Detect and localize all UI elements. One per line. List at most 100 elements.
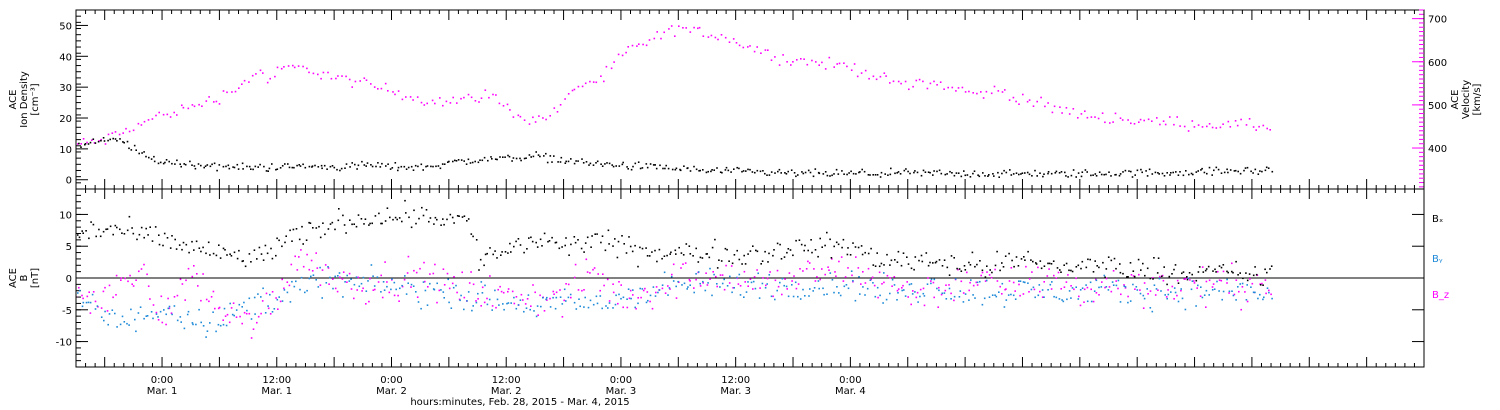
- data-point: [1191, 273, 1193, 276]
- data-point: [293, 285, 296, 288]
- data-point: [397, 294, 399, 297]
- data-point: [756, 269, 758, 271]
- data-point: [442, 104, 444, 107]
- data-point: [602, 273, 604, 275]
- data-point: [1146, 267, 1149, 270]
- data-point: [800, 58, 802, 60]
- data-point: [754, 287, 757, 290]
- data-point: [998, 176, 1000, 178]
- data-point: [123, 321, 126, 323]
- data-point: [321, 167, 323, 170]
- data-point: [742, 46, 745, 49]
- data-point: [570, 158, 572, 160]
- data-point: [447, 161, 449, 163]
- data-point: [463, 96, 465, 99]
- data-point: [289, 229, 291, 232]
- data-point: [705, 171, 708, 174]
- data-point: [883, 281, 885, 284]
- data-point: [515, 157, 518, 160]
- data-point: [818, 287, 820, 290]
- data-point: [107, 139, 109, 142]
- data-point: [248, 165, 251, 168]
- data-point: [849, 254, 852, 256]
- data-point: [939, 81, 942, 83]
- data-point: [907, 263, 910, 265]
- data-point: [248, 297, 251, 300]
- data-point: [155, 114, 157, 117]
- data-point: [603, 80, 605, 83]
- data-point: [200, 164, 202, 167]
- data-point: [346, 274, 348, 277]
- data-point: [657, 291, 659, 294]
- data-point: [241, 162, 244, 165]
- data-point: [539, 238, 542, 241]
- data-point: [1110, 259, 1113, 262]
- data-point: [460, 97, 462, 100]
- data-point: [405, 168, 408, 170]
- data-point: [617, 302, 619, 305]
- data-point: [1013, 265, 1015, 268]
- data-point: [597, 273, 599, 275]
- data-point: [834, 271, 836, 273]
- data-point: [377, 162, 379, 164]
- data-point: [651, 251, 653, 253]
- data-point: [1254, 168, 1257, 171]
- data-point: [705, 253, 708, 255]
- data-point: [693, 287, 695, 289]
- data-point: [292, 228, 295, 231]
- data-point: [1060, 171, 1063, 173]
- data-point: [1139, 292, 1142, 295]
- data-point: [1015, 256, 1018, 258]
- data-point: [114, 131, 117, 133]
- data-point: [343, 224, 346, 226]
- data-point: [827, 266, 829, 268]
- data-point: [1105, 173, 1107, 176]
- data-point: [586, 236, 589, 239]
- data-point: [1024, 259, 1026, 261]
- data-point: [1098, 294, 1100, 296]
- data-point: [1172, 171, 1174, 174]
- data-point: [150, 158, 153, 160]
- data-point: [1104, 286, 1106, 289]
- data-point: [1122, 272, 1124, 275]
- data-point: [759, 287, 761, 289]
- data-point: [1121, 119, 1124, 121]
- data-point: [872, 75, 875, 78]
- data-point: [1031, 271, 1033, 273]
- data-point: [365, 290, 368, 292]
- data-point: [82, 138, 85, 140]
- data-point: [210, 296, 213, 298]
- data-point: [308, 277, 311, 280]
- data-point: [1151, 277, 1154, 279]
- data-point: [1268, 289, 1270, 292]
- data-point: [202, 325, 205, 327]
- data-point: [222, 247, 225, 250]
- data-point: [847, 287, 850, 290]
- data-point: [1021, 172, 1024, 174]
- data-point: [1050, 172, 1053, 175]
- data-point: [1053, 295, 1055, 298]
- data-point: [905, 168, 907, 170]
- data-point: [381, 222, 383, 225]
- data-point: [1143, 119, 1145, 122]
- data-point: [109, 225, 112, 228]
- data-point: [1195, 171, 1198, 173]
- data-point: [1075, 277, 1077, 280]
- data-point: [833, 173, 835, 175]
- data-point: [901, 289, 903, 292]
- data-point: [736, 166, 738, 169]
- data-point: [974, 265, 976, 268]
- data-point: [1027, 282, 1029, 284]
- data-point: [145, 227, 147, 230]
- data-point: [910, 303, 912, 306]
- data-point: [443, 297, 445, 299]
- data-point: [1270, 293, 1272, 296]
- data-point: [223, 307, 226, 310]
- data-point: [1039, 260, 1042, 262]
- data-point: [413, 269, 415, 272]
- data-point: [783, 284, 785, 287]
- data-point: [963, 265, 966, 267]
- data-point: [733, 168, 735, 170]
- data-point: [275, 297, 277, 299]
- data-point: [114, 312, 116, 315]
